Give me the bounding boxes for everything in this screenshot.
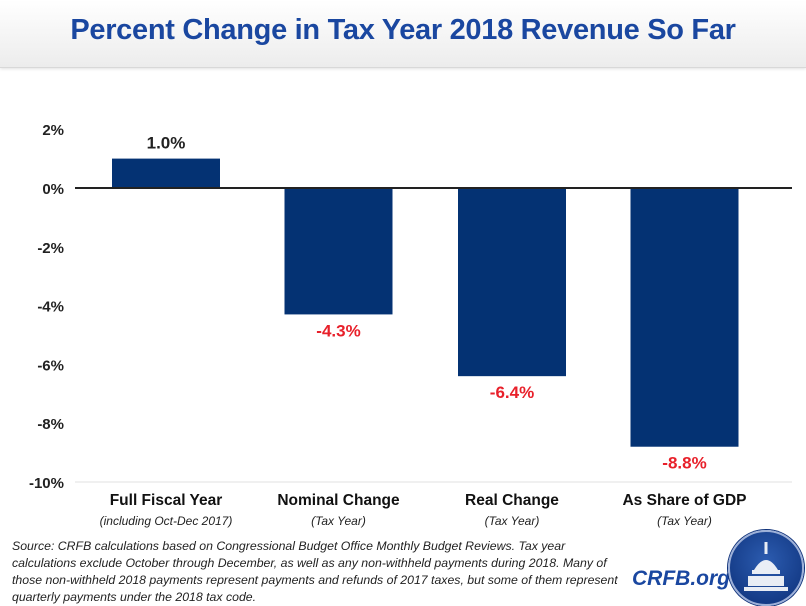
y-tick-label: 2% bbox=[42, 122, 64, 139]
y-tick-label: -10% bbox=[29, 475, 64, 492]
x-category-sublabel: (Tax Year) bbox=[311, 514, 366, 528]
x-category-sublabel: (Tax Year) bbox=[485, 514, 540, 528]
data-label: -6.4% bbox=[490, 383, 534, 402]
x-category-sublabel: (Tax Year) bbox=[657, 514, 712, 528]
x-category-label: Nominal Change bbox=[277, 492, 400, 509]
bar-1 bbox=[112, 158, 220, 188]
y-tick-label: -2% bbox=[37, 240, 64, 257]
x-category-label: Real Change bbox=[465, 492, 559, 509]
bar-2 bbox=[284, 188, 393, 315]
crfb-logo-text: CRFB.org bbox=[632, 567, 730, 590]
y-tick-label: 0% bbox=[42, 181, 64, 198]
x-category-sublabel: (including Oct-Dec 2017) bbox=[100, 514, 233, 528]
x-category-label: Full Fiscal Year bbox=[110, 492, 223, 509]
source-footnote: Source: CRFB calculations based on Congr… bbox=[12, 539, 618, 604]
data-label: -4.3% bbox=[316, 321, 360, 340]
chart-title: Percent Change in Tax Year 2018 Revenue … bbox=[70, 14, 736, 46]
bar-4 bbox=[630, 188, 739, 447]
bar-3 bbox=[458, 188, 566, 377]
capitol-dome-seal-icon bbox=[728, 530, 804, 606]
data-label: -8.8% bbox=[662, 454, 706, 473]
y-tick-label: -8% bbox=[37, 416, 64, 433]
data-label: 1.0% bbox=[147, 134, 186, 153]
title-bar: Percent Change in Tax Year 2018 Revenue … bbox=[0, 0, 806, 68]
y-tick-label: -4% bbox=[37, 299, 64, 316]
y-tick-label: -6% bbox=[37, 357, 64, 374]
x-category-label: As Share of GDP bbox=[622, 492, 746, 509]
